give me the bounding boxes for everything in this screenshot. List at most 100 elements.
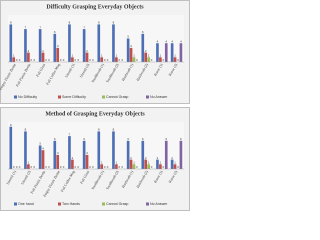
legend-swatch [14, 202, 17, 206]
bar [126, 38, 130, 62]
x-tick-label: Utensil (2) [79, 62, 91, 78]
bar [97, 24, 101, 62]
bar [144, 52, 148, 62]
legend-label: Cannot Grasp [106, 95, 128, 99]
bar [68, 136, 71, 169]
bar [9, 24, 13, 62]
page: {"chart_data": [ {"type": "bar", "title"… [0, 0, 190, 211]
data-label: 8 [69, 21, 71, 25]
data-label: 0 [104, 165, 106, 169]
bar [173, 57, 177, 62]
bar [85, 154, 89, 169]
data-label: 0 [151, 58, 153, 62]
bar [38, 145, 42, 169]
x-tick-label: Razor (2) [168, 62, 179, 77]
data-label: 6 [127, 137, 129, 141]
data-label: 4 [180, 39, 182, 43]
data-label: 4 [157, 39, 159, 43]
bar [156, 43, 159, 62]
data-label: 8 [113, 128, 115, 132]
bar [147, 164, 150, 169]
data-label: 1 [72, 54, 74, 58]
legend-swatch [58, 202, 61, 206]
legend-label: No Answer [150, 95, 168, 99]
bar [164, 43, 168, 62]
bar [97, 131, 101, 169]
bar [132, 164, 136, 169]
data-label: 0 [92, 58, 94, 62]
data-label: 0 [119, 165, 121, 169]
data-label: 1 [133, 54, 135, 58]
bar [115, 164, 118, 169]
legend-swatch [146, 202, 149, 206]
data-label: 4 [165, 39, 167, 43]
data-label: 8 [10, 21, 12, 25]
bar [141, 140, 145, 169]
x-tick-label: Utensil (1) [6, 169, 18, 185]
bar [129, 159, 133, 169]
legend-label: One hand [18, 202, 34, 206]
data-label: 0 [31, 165, 33, 169]
data-label: 8 [113, 21, 115, 25]
bar [170, 159, 174, 169]
data-label: 0 [75, 165, 77, 169]
data-label: 0 [63, 165, 65, 169]
bar [129, 47, 133, 62]
data-label: 8 [98, 21, 100, 25]
legend-label: Two Hands [62, 202, 80, 206]
bar [100, 164, 104, 169]
data-label: 4 [42, 146, 44, 150]
data-label: 0 [177, 165, 179, 169]
data-label: 0 [151, 165, 153, 169]
data-label: 1 [101, 161, 103, 165]
data-label: 1 [116, 54, 118, 58]
bar [179, 140, 183, 169]
data-label: 2 [130, 156, 132, 160]
bar [27, 164, 30, 169]
data-label: 0 [75, 58, 77, 62]
bar [159, 57, 162, 62]
x-tick-label: Razor (1) [153, 62, 164, 77]
legend-label: No Difficulty [18, 95, 37, 99]
data-label: 1 [13, 54, 15, 58]
data-label: 1 [148, 54, 150, 58]
bar [132, 57, 136, 62]
data-label: 3 [130, 44, 132, 48]
bar [41, 52, 45, 62]
bar [164, 140, 168, 169]
legend-swatch [102, 95, 105, 99]
data-label: 6 [54, 30, 56, 34]
data-label: 1 [160, 54, 162, 58]
bar [24, 29, 27, 63]
data-label: 1 [28, 161, 30, 165]
data-label: 2 [28, 49, 30, 53]
legend-label: Cannot Grasp [106, 202, 128, 206]
data-label: 0 [89, 165, 91, 169]
x-tick-label: Razor (1) [153, 169, 164, 184]
data-label: 0 [48, 58, 50, 62]
data-label: 6 [165, 137, 167, 141]
bar [126, 140, 130, 169]
data-label: 5 [127, 35, 129, 39]
data-label: 1 [101, 54, 103, 58]
bar [24, 131, 27, 169]
data-label: 6 [83, 137, 85, 141]
data-label: 2 [145, 156, 147, 160]
bar [82, 29, 86, 63]
data-label: 0 [31, 58, 33, 62]
data-label: 0 [121, 165, 123, 169]
data-label: 0 [77, 165, 79, 169]
bar [38, 29, 42, 63]
data-label: 0 [89, 58, 91, 62]
legend-swatch [14, 95, 17, 99]
data-label: 0 [48, 165, 50, 169]
bar [9, 126, 13, 169]
x-tick-label: Razor (2) [168, 169, 179, 184]
data-label: 8 [25, 128, 27, 132]
data-label: 7 [69, 132, 71, 136]
legend-swatch [58, 95, 61, 99]
data-label: 1 [174, 54, 176, 58]
plot-area [8, 15, 184, 62]
bar [173, 164, 177, 169]
chart-title: Difficulty Grasping Everyday Objects [46, 4, 144, 10]
